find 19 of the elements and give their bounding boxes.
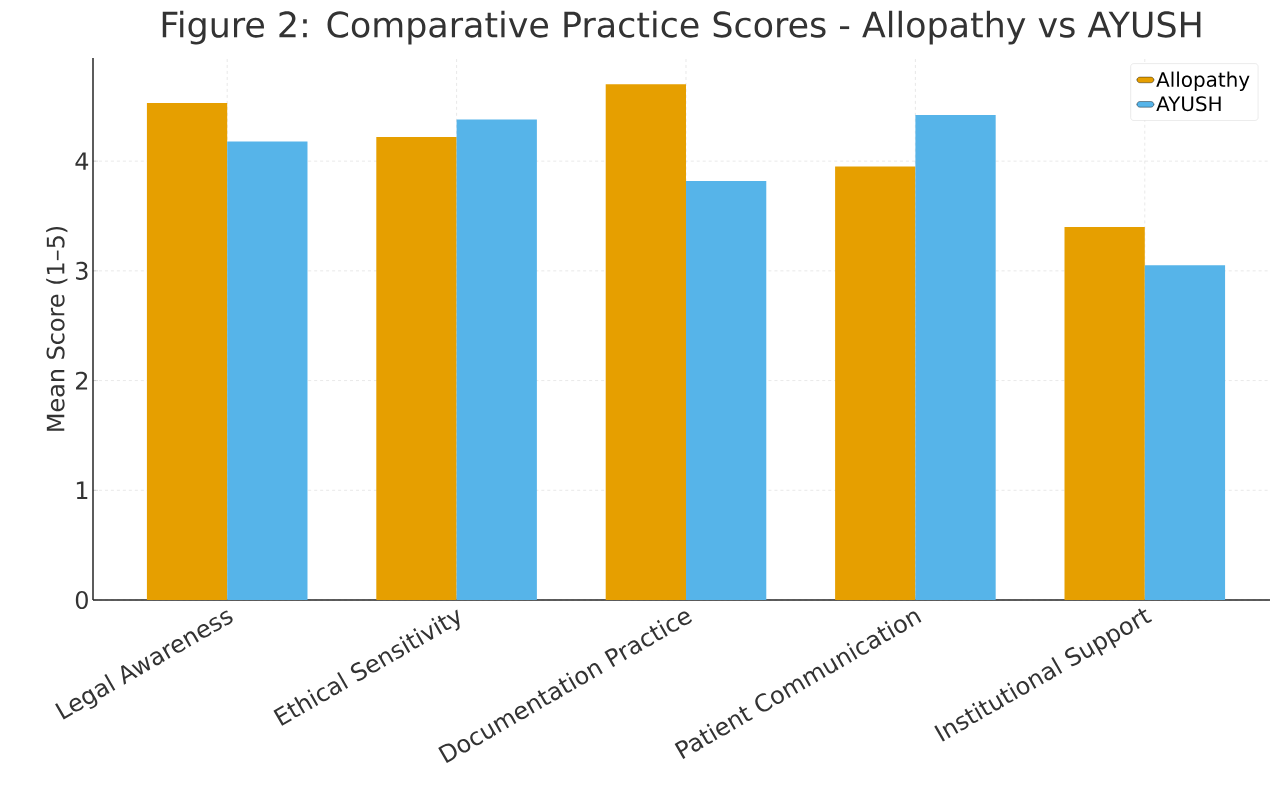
y-axis-title: Mean Score (1–5) [46,226,68,431]
y-tick-label: 4 [75,152,89,170]
bar [685,180,767,600]
bar [227,141,308,600]
chart-title: Figure 2: Comparative Practice Scores - Allopathy vs AYUSH [162,10,1201,45]
bar [146,102,228,600]
y-tick-label: 2 [76,371,88,390]
bar [915,115,996,600]
legend-label: Allopathy [1156,71,1250,91]
bar [456,119,537,600]
y-tick-label: 0 [75,590,88,610]
legend-label: AYUSH [1156,96,1221,112]
bar [1144,265,1226,600]
bar [605,84,686,600]
bar [1064,226,1145,600]
bar [376,136,457,600]
y-tick-label: 3 [76,261,88,280]
bar [835,166,916,600]
y-tick-label: 1 [76,481,88,499]
